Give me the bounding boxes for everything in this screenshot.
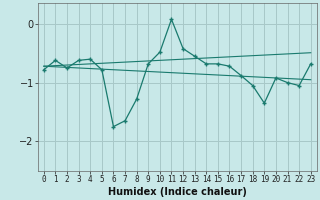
X-axis label: Humidex (Indice chaleur): Humidex (Indice chaleur) [108, 187, 247, 197]
